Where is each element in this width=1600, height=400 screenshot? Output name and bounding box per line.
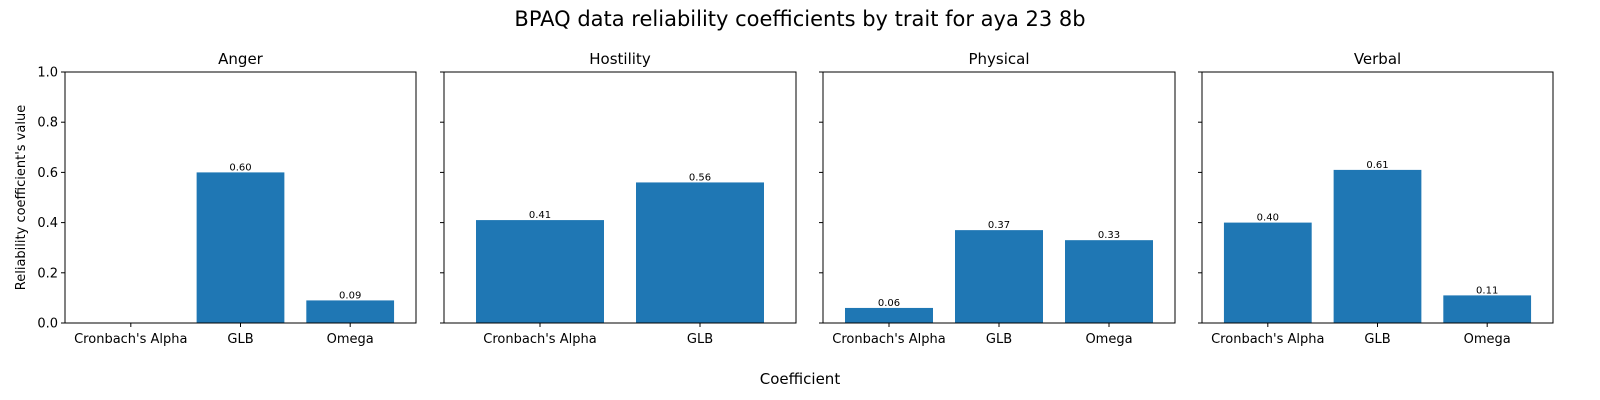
bar [1443,295,1532,323]
data-label: 0.60 [229,162,251,173]
panel-title: Verbal [1354,50,1401,68]
data-label: 0.41 [529,210,551,221]
data-label: 0.56 [689,172,711,183]
data-label: 0.37 [988,220,1010,231]
bar [1223,222,1312,323]
y-axis-label: Reliability coefficient's value [14,105,29,290]
bar [955,230,1043,323]
x-tick-label: Cronbach's Alpha [832,332,945,347]
x-tick-label: Omega [1464,332,1511,347]
bar [476,220,604,323]
panel-title: Hostility [589,50,651,68]
axes-frame [822,71,1176,324]
data-label: 0.09 [339,290,361,301]
bar [636,182,764,323]
x-tick-label: Cronbach's Alpha [1211,332,1324,347]
chart-title: BPAQ data reliability coefficients by tr… [514,7,1086,31]
axes-frame [64,71,417,324]
data-label: 0.61 [1366,160,1388,171]
panel-verbal: Verbal 0.40 Cronbach's Alpha 0.61 GLB 0.11 Ome… [1198,50,1554,347]
panel-title: Anger [218,50,264,68]
x-tick-label: Cronbach's Alpha [483,332,596,347]
y-tick-label: 0.4 [37,216,58,231]
panel-anger: Anger Cronbach's Alpha 0.60 GLB 0.09 Omega 0.0… [37,50,417,347]
axes-frame [1201,71,1554,324]
y-tick-label: 0.2 [37,266,58,281]
x-tick-label: GLB [227,332,253,347]
data-label: 0.33 [1098,230,1120,241]
data-label: 0.40 [1257,213,1279,224]
x-tick-label: GLB [986,332,1012,347]
y-tick-label: 0.0 [37,317,58,332]
data-label: 0.06 [878,298,900,309]
x-tick-label: Omega [327,332,374,347]
x-tick-label: Omega [1085,332,1132,347]
bar [196,172,285,323]
x-tick-label: GLB [687,332,713,347]
y-tick-label: 0.6 [37,166,58,181]
panel-hostility: Hostility 0.41 Cronbach's Alpha 0.56 GLB [440,50,797,347]
bar [1065,240,1153,323]
axes-frame [443,71,797,324]
x-axis-label: Coefficient [759,370,841,388]
x-tick-label: GLB [1364,332,1390,347]
data-label: 0.11 [1476,285,1498,296]
y-tick-label: 0.8 [37,116,58,131]
x-tick-label: Cronbach's Alpha [74,332,187,347]
panel-physical: Physical 0.06 Cronbach's Alpha 0.37 GLB 0.33 O… [819,50,1176,347]
y-tick-label: 1.0 [37,66,58,81]
panel-title: Physical [968,50,1029,68]
bar [306,300,395,323]
bar [1333,169,1422,323]
bar [845,307,933,323]
